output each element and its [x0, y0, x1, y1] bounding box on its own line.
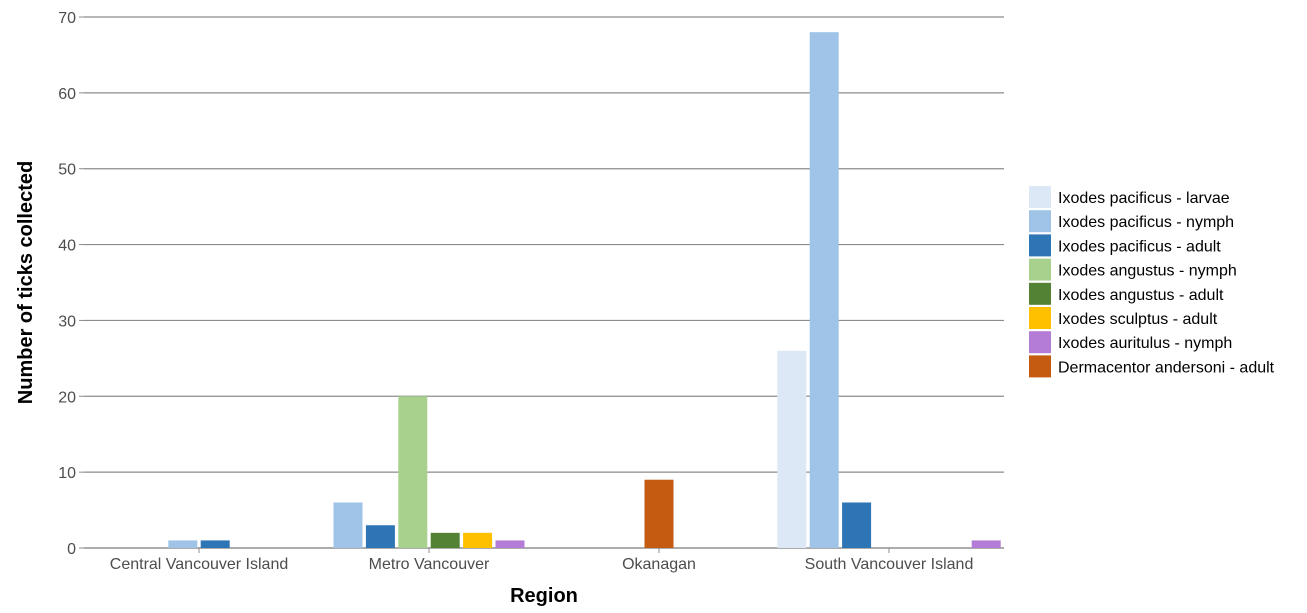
bars [168, 32, 1001, 548]
bar [168, 540, 198, 548]
legend-label: Ixodes angustus - nymph [1058, 263, 1237, 280]
x-tick-label: Okanagan [622, 556, 696, 573]
bar [495, 540, 525, 548]
gridlines [84, 16, 1004, 549]
y-tick-label: 60 [58, 86, 76, 103]
bar [842, 502, 872, 548]
y-tick-label: 40 [58, 238, 76, 255]
legend-label: Ixodes sculptus - adult [1058, 311, 1218, 328]
bar [809, 32, 839, 548]
y-tick-label: 10 [58, 465, 76, 482]
legend-swatch [1029, 282, 1051, 305]
x-tick-label: Metro Vancouver [369, 556, 490, 573]
bar [333, 502, 363, 548]
bar [644, 479, 674, 548]
y-tick-label: 50 [58, 162, 76, 179]
y-tick-label: 30 [58, 313, 76, 330]
bar [777, 350, 807, 548]
y-tick-label: 0 [67, 541, 76, 558]
bar [971, 540, 1001, 548]
legend-label: Ixodes angustus - adult [1058, 287, 1224, 304]
bar [398, 396, 428, 548]
legend-swatch [1029, 186, 1051, 208]
legend-swatch [1029, 210, 1051, 233]
legend-swatch [1029, 307, 1051, 329]
legend-label: Dermacentor andersoni - adult [1058, 359, 1275, 376]
legend-label: Ixodes pacificus - nymph [1058, 214, 1234, 231]
legend-swatch [1029, 258, 1051, 281]
legend-swatch [1029, 355, 1051, 378]
legend: Ixodes pacificus - larvae Ixodes pacificu… [1029, 186, 1275, 378]
bar [430, 532, 460, 548]
y-tick-label: 20 [58, 389, 76, 406]
y-axis-ticks: 0 10 20 30 40 50 60 70 [58, 10, 84, 558]
bar [365, 525, 395, 548]
x-axis-ticks: Central Vancouver Island Metro Vancouver O… [110, 548, 974, 573]
y-tick-label: 70 [58, 10, 76, 27]
bar [463, 532, 493, 548]
legend-label: Ixodes pacificus - adult [1058, 238, 1221, 255]
legend-swatch [1029, 331, 1051, 354]
bar [200, 540, 230, 548]
y-axis-title: Number of ticks collected [15, 161, 37, 404]
x-tick-label: South Vancouver Island [805, 556, 974, 573]
x-tick-label: Central Vancouver Island [110, 556, 288, 573]
legend-label: Ixodes pacificus - larvae [1058, 190, 1230, 207]
legend-swatch [1029, 234, 1051, 257]
x-axis-title: Region [510, 585, 578, 607]
legend-label: Ixodes auritulus - nymph [1058, 335, 1232, 352]
